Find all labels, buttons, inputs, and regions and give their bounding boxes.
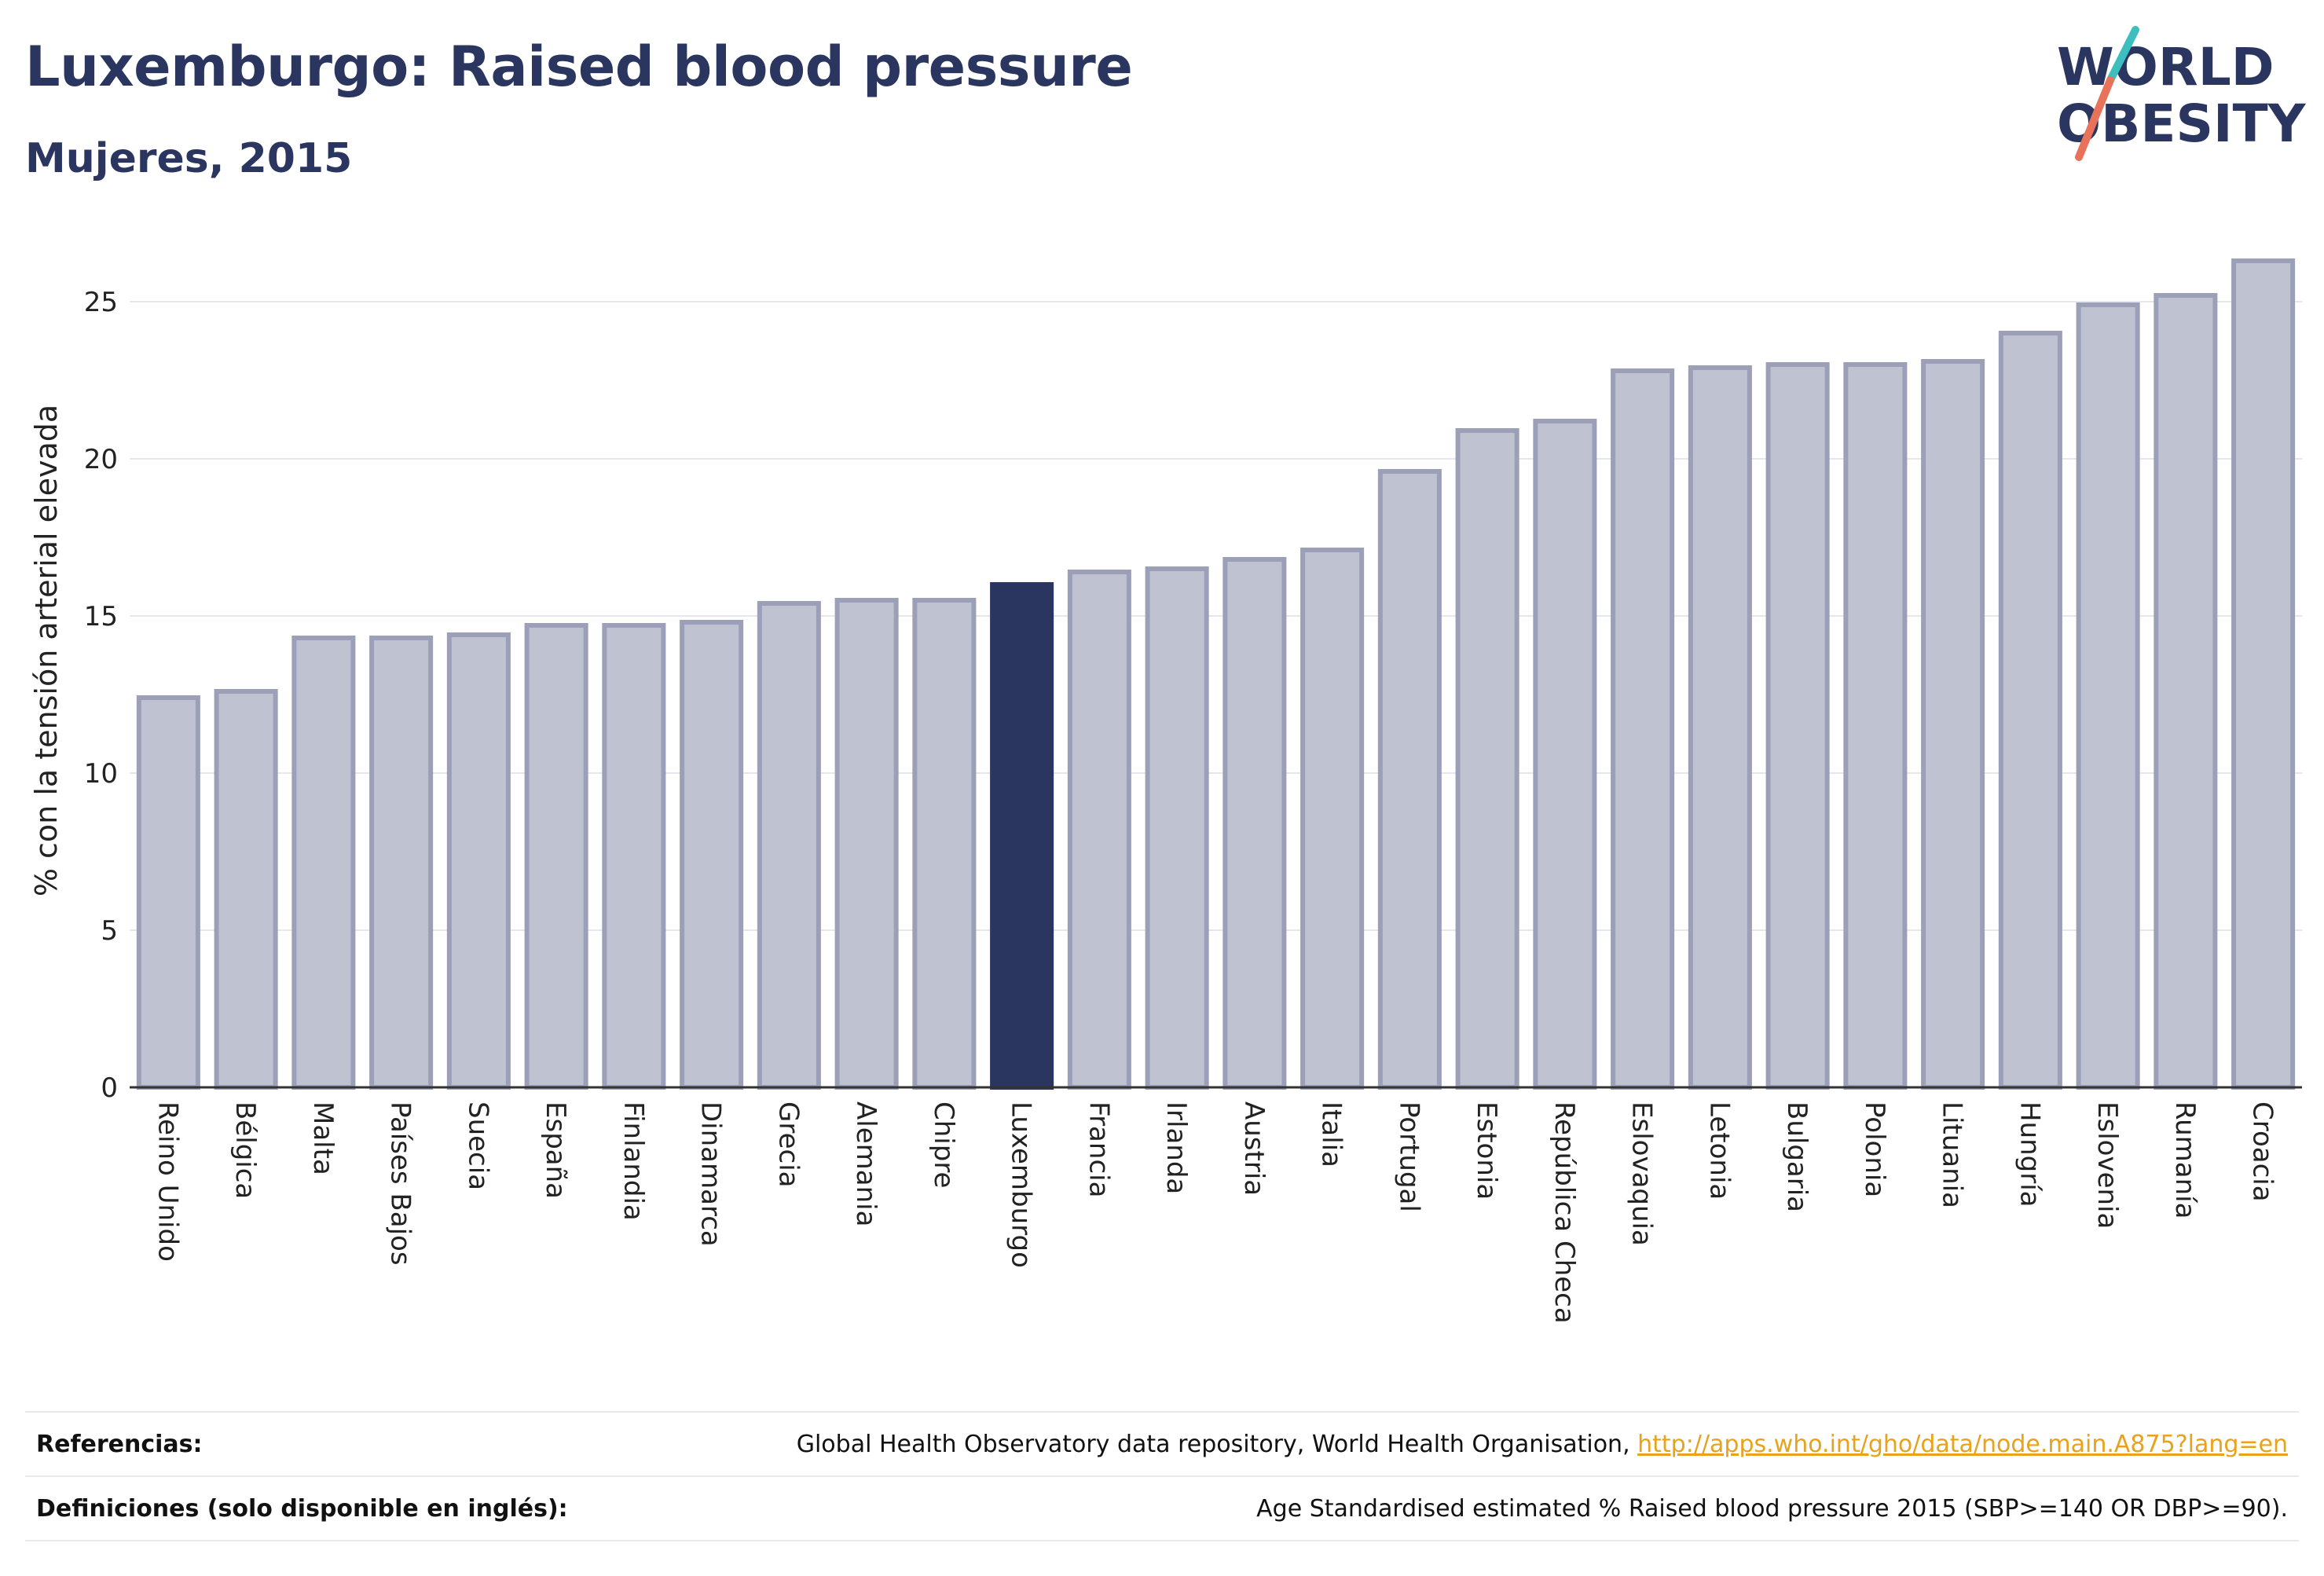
x-tick-label: Reino Unido bbox=[152, 1101, 183, 1262]
bars bbox=[130, 258, 2302, 1090]
x-tick-label: Suecia bbox=[462, 1101, 493, 1190]
x-tick-label: Austria bbox=[1238, 1101, 1270, 1196]
x-tick-label: Irlanda bbox=[1160, 1101, 1192, 1194]
x-tick-label: Francia bbox=[1083, 1101, 1114, 1197]
references-text: Global Health Observatory data repositor… bbox=[796, 1430, 1638, 1458]
y-tick-label: 0 bbox=[101, 1072, 118, 1104]
bar bbox=[602, 623, 666, 1090]
x-tick-label: Países Bajos bbox=[385, 1101, 416, 1266]
references-label: Referencias: bbox=[36, 1430, 203, 1458]
bar bbox=[291, 636, 356, 1090]
y-axis-label: % con la tensión arterial elevada bbox=[29, 405, 64, 896]
x-tick-label: Croacia bbox=[2247, 1101, 2278, 1202]
x-axis-ticks: Reino Unido Bélgica Malta Países Bajos Sueci… bbox=[152, 1101, 2278, 1324]
bar bbox=[1145, 566, 1209, 1090]
bar bbox=[2076, 302, 2140, 1090]
references-row: Referencias: Global Health Observatory d… bbox=[25, 1411, 2299, 1475]
page-subtitle: Mujeres, 2015 bbox=[25, 135, 353, 182]
x-tick-label: España bbox=[540, 1101, 571, 1199]
x-tick-label: Hungría bbox=[2014, 1101, 2045, 1208]
page-title: Luxemburgo: Raised blood pressure bbox=[25, 35, 1133, 99]
x-tick-label: República Checa bbox=[1549, 1101, 1580, 1324]
x-tick-label: Grecia bbox=[772, 1101, 804, 1187]
logo-slash-teal bbox=[2106, 26, 2139, 84]
x-tick-label: Rumanía bbox=[2169, 1101, 2201, 1219]
x-tick-label: Italia bbox=[1316, 1101, 1347, 1167]
bar bbox=[1611, 368, 1675, 1090]
x-tick-label: Finlandia bbox=[618, 1101, 649, 1221]
bar bbox=[1998, 331, 2062, 1090]
bar bbox=[990, 582, 1054, 1090]
bar bbox=[912, 598, 977, 1090]
logo-slash-coral bbox=[2075, 76, 2114, 161]
x-tick-label: Chipre bbox=[928, 1101, 959, 1188]
bar bbox=[136, 695, 200, 1090]
y-tick-label: 5 bbox=[101, 915, 118, 947]
bar bbox=[214, 689, 278, 1090]
bar bbox=[1455, 428, 1519, 1090]
bar bbox=[1533, 419, 1597, 1090]
bar bbox=[2154, 293, 2218, 1090]
y-tick-label: 15 bbox=[84, 601, 118, 632]
y-tick-label: 10 bbox=[84, 758, 118, 790]
y-tick-label: 20 bbox=[84, 444, 118, 475]
bar bbox=[1921, 359, 1985, 1090]
world-obesity-logo: WORLD OBESITY bbox=[2057, 26, 2307, 161]
bar bbox=[2231, 258, 2296, 1090]
definitions-row: Definiciones (solo disponible en inglés)… bbox=[25, 1475, 2299, 1541]
bar bbox=[1222, 557, 1287, 1090]
x-tick-label: Dinamarca bbox=[695, 1101, 727, 1247]
bar bbox=[1688, 365, 1752, 1090]
definitions-label: Definiciones (solo disponible en inglés)… bbox=[36, 1494, 568, 1523]
y-tick-label: 25 bbox=[84, 287, 118, 318]
bar bbox=[1377, 469, 1442, 1090]
x-tick-label: Lituania bbox=[1937, 1101, 1968, 1208]
bar bbox=[1843, 362, 1908, 1090]
x-tick-label: Portugal bbox=[1393, 1101, 1424, 1212]
x-tick-label: Letonia bbox=[1703, 1101, 1735, 1200]
x-tick-label: Luxemburgo bbox=[1006, 1101, 1037, 1268]
bar-chart: 0 5 10 15 20 25 Reino Unido Bélgica Malta Países… bbox=[29, 258, 2302, 1324]
bar bbox=[369, 636, 434, 1090]
bar bbox=[446, 632, 511, 1090]
x-tick-label: Alemania bbox=[850, 1101, 882, 1226]
bar bbox=[524, 623, 588, 1090]
x-tick-label: Malta bbox=[307, 1101, 339, 1175]
bar bbox=[1067, 570, 1131, 1090]
x-tick-label: Eslovenia bbox=[2091, 1101, 2123, 1229]
x-tick-label: Bulgaria bbox=[1781, 1101, 1813, 1212]
x-tick-label: Eslovaquia bbox=[1626, 1101, 1658, 1246]
x-tick-label: Bélgica bbox=[229, 1101, 261, 1199]
references-value: Global Health Observatory data repositor… bbox=[797, 1431, 2299, 1458]
x-tick-label: Polonia bbox=[1859, 1101, 1890, 1197]
bar bbox=[1765, 362, 1830, 1090]
definitions-value: Age Standardised estimated % Raised bloo… bbox=[1256, 1494, 2288, 1523]
bar bbox=[834, 598, 899, 1090]
y-axis-ticks: 0 5 10 15 20 25 bbox=[84, 287, 118, 1104]
bar bbox=[757, 601, 821, 1090]
references-link[interactable]: http://apps.who.int/gho/data/node.main.A… bbox=[1637, 1430, 2288, 1458]
bar bbox=[1300, 548, 1365, 1090]
x-tick-label: Estonia bbox=[1471, 1101, 1502, 1200]
logo-line1: WORLD bbox=[2057, 37, 2275, 97]
bar bbox=[680, 620, 744, 1090]
